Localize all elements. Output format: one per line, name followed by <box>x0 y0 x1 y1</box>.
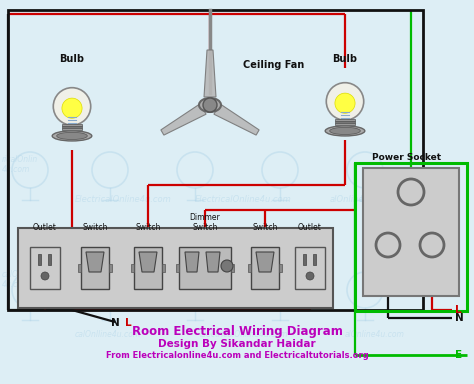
Ellipse shape <box>57 132 87 139</box>
Bar <box>30 247 60 289</box>
Text: Switch: Switch <box>252 223 278 232</box>
Polygon shape <box>214 104 259 135</box>
Text: From Electricalonline4u.com and Electricaltutorials.org: From Electricalonline4u.com and Electric… <box>106 351 368 360</box>
Text: Electr: Electr <box>360 195 384 204</box>
Text: N: N <box>455 313 464 323</box>
Text: Design By Sikandar Haidar: Design By Sikandar Haidar <box>158 339 316 349</box>
Text: Switch: Switch <box>82 223 108 232</box>
Bar <box>251 247 279 289</box>
Ellipse shape <box>199 98 221 112</box>
Bar <box>335 126 355 128</box>
Bar <box>355 163 467 311</box>
Text: calOnlline4u.com: calOnlline4u.com <box>75 330 141 339</box>
Bar <box>62 129 82 131</box>
Bar <box>62 124 82 126</box>
Polygon shape <box>161 104 206 135</box>
Bar <box>109 264 112 272</box>
Circle shape <box>221 260 233 272</box>
Text: N: N <box>110 318 119 328</box>
Text: Ceiling Fan: Ceiling Fan <box>243 60 304 70</box>
Text: L: L <box>455 305 462 315</box>
Text: ElectricalOnline4u.com: ElectricalOnline4u.com <box>75 195 172 204</box>
Bar <box>248 264 251 272</box>
Text: E: E <box>455 350 462 360</box>
Bar <box>8 10 423 310</box>
Polygon shape <box>256 252 274 272</box>
Circle shape <box>41 272 49 280</box>
Polygon shape <box>206 252 220 272</box>
Ellipse shape <box>330 127 360 134</box>
Bar <box>162 264 165 272</box>
Bar <box>303 254 306 265</box>
Text: ElectricalOnline4u.com: ElectricalOnline4u.com <box>200 330 288 339</box>
Bar <box>78 264 81 272</box>
Bar <box>295 247 325 289</box>
Bar <box>131 264 134 272</box>
Circle shape <box>326 83 364 120</box>
Ellipse shape <box>52 131 92 141</box>
Text: calOnline
4u.com: calOnline 4u.com <box>2 270 38 290</box>
Bar <box>62 126 82 128</box>
Text: Switch: Switch <box>135 223 161 232</box>
Circle shape <box>335 93 355 113</box>
Bar <box>48 254 51 265</box>
Circle shape <box>203 98 217 112</box>
Bar <box>279 264 282 272</box>
Bar <box>179 247 231 289</box>
Polygon shape <box>185 252 199 272</box>
Bar <box>231 264 234 272</box>
Text: Power Socket: Power Socket <box>372 153 441 162</box>
Circle shape <box>62 98 82 118</box>
Bar <box>335 119 355 121</box>
Bar <box>81 247 109 289</box>
Polygon shape <box>204 50 216 97</box>
Bar <box>38 254 41 265</box>
Text: Bulb: Bulb <box>60 54 84 64</box>
Bar <box>335 121 355 123</box>
Bar <box>335 124 355 126</box>
Text: alOnline4u.com: alOnline4u.com <box>330 195 396 204</box>
Bar <box>363 168 459 296</box>
Bar <box>18 228 333 308</box>
Bar <box>176 264 179 272</box>
Circle shape <box>306 272 314 280</box>
Polygon shape <box>139 252 157 272</box>
Text: alOnline4u.com: alOnline4u.com <box>345 330 405 339</box>
Circle shape <box>53 88 91 125</box>
Bar <box>313 254 316 265</box>
Text: L: L <box>125 318 131 328</box>
Text: Outlet: Outlet <box>298 223 322 232</box>
Bar <box>62 131 82 133</box>
Text: ElectricalOnline4u.com: ElectricalOnline4u.com <box>195 195 292 204</box>
Text: Outlet: Outlet <box>33 223 57 232</box>
Text: ricalOnlin
4u.com: ricalOnlin 4u.com <box>2 155 38 174</box>
Ellipse shape <box>325 126 365 136</box>
Bar <box>134 247 162 289</box>
Polygon shape <box>86 252 104 272</box>
Text: Dimmer
Switch: Dimmer Switch <box>190 213 220 232</box>
Text: Bulb: Bulb <box>332 54 357 64</box>
Text: Room Electrical Wiring Diagram: Room Electrical Wiring Diagram <box>132 325 342 338</box>
